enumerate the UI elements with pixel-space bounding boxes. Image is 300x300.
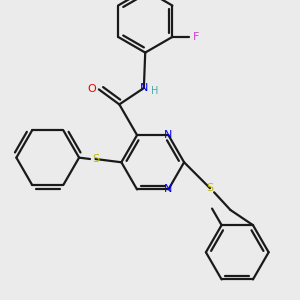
Text: S: S <box>92 154 99 164</box>
Text: O: O <box>88 84 96 94</box>
Text: N: N <box>164 130 172 140</box>
Text: N: N <box>164 184 172 194</box>
Text: S: S <box>206 183 214 193</box>
Text: N: N <box>140 83 148 93</box>
Text: F: F <box>192 32 199 42</box>
Text: H: H <box>151 86 158 96</box>
